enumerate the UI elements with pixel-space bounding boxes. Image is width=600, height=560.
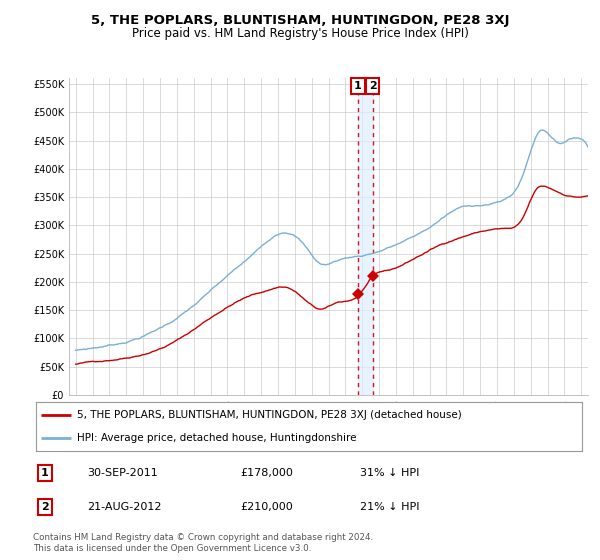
Text: Contains HM Land Registry data © Crown copyright and database right 2024.
This d: Contains HM Land Registry data © Crown c… — [33, 533, 373, 553]
Text: 1: 1 — [354, 81, 362, 91]
Text: £178,000: £178,000 — [240, 468, 293, 478]
Text: 31% ↓ HPI: 31% ↓ HPI — [360, 468, 419, 478]
Text: 2: 2 — [369, 81, 377, 91]
Bar — [358, 78, 373, 395]
Text: 5, THE POPLARS, BLUNTISHAM, HUNTINGDON, PE28 3XJ (detached house): 5, THE POPLARS, BLUNTISHAM, HUNTINGDON, … — [77, 410, 462, 420]
Text: 1: 1 — [41, 468, 49, 478]
Text: HPI: Average price, detached house, Huntingdonshire: HPI: Average price, detached house, Hunt… — [77, 433, 356, 444]
Text: 21-AUG-2012: 21-AUG-2012 — [87, 502, 161, 512]
Text: £210,000: £210,000 — [240, 502, 293, 512]
Text: 5, THE POPLARS, BLUNTISHAM, HUNTINGDON, PE28 3XJ: 5, THE POPLARS, BLUNTISHAM, HUNTINGDON, … — [91, 14, 509, 27]
Text: Price paid vs. HM Land Registry's House Price Index (HPI): Price paid vs. HM Land Registry's House … — [131, 27, 469, 40]
Text: 21% ↓ HPI: 21% ↓ HPI — [360, 502, 419, 512]
Text: 2: 2 — [41, 502, 49, 512]
Text: 30-SEP-2011: 30-SEP-2011 — [87, 468, 158, 478]
